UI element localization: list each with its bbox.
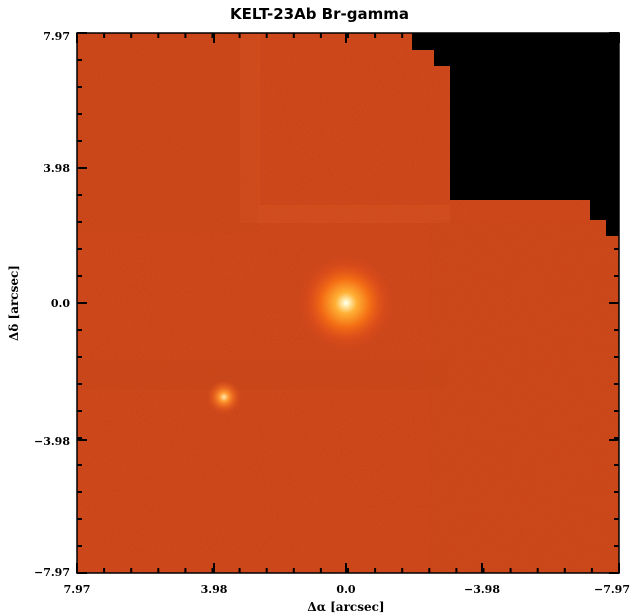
plot-title: KELT-23Ab Br-gamma <box>230 5 409 23</box>
masked-region <box>412 33 619 236</box>
y-tick-label: 0.0 <box>51 297 70 310</box>
y-tick-label: −7.97 <box>34 566 70 579</box>
x-tick-label: 7.97 <box>64 583 91 596</box>
companion-source <box>206 379 242 415</box>
primary-star <box>298 255 394 351</box>
x-tick-label: 3.98 <box>201 583 228 596</box>
y-axis-label: Δδ [arcsec] <box>7 265 21 341</box>
y-tick-label: −3.98 <box>34 435 70 448</box>
axis-ticks <box>76 32 620 574</box>
x-tick-label: 0.0 <box>336 583 355 596</box>
x-axis-label: Δα [arcsec] <box>307 600 384 614</box>
y-tick-label: 3.98 <box>43 162 70 175</box>
x-tick-label: −3.98 <box>464 583 500 596</box>
x-tick-label: −7.97 <box>594 583 630 596</box>
image-field <box>77 33 619 573</box>
y-tick-label: 7.97 <box>43 30 70 43</box>
